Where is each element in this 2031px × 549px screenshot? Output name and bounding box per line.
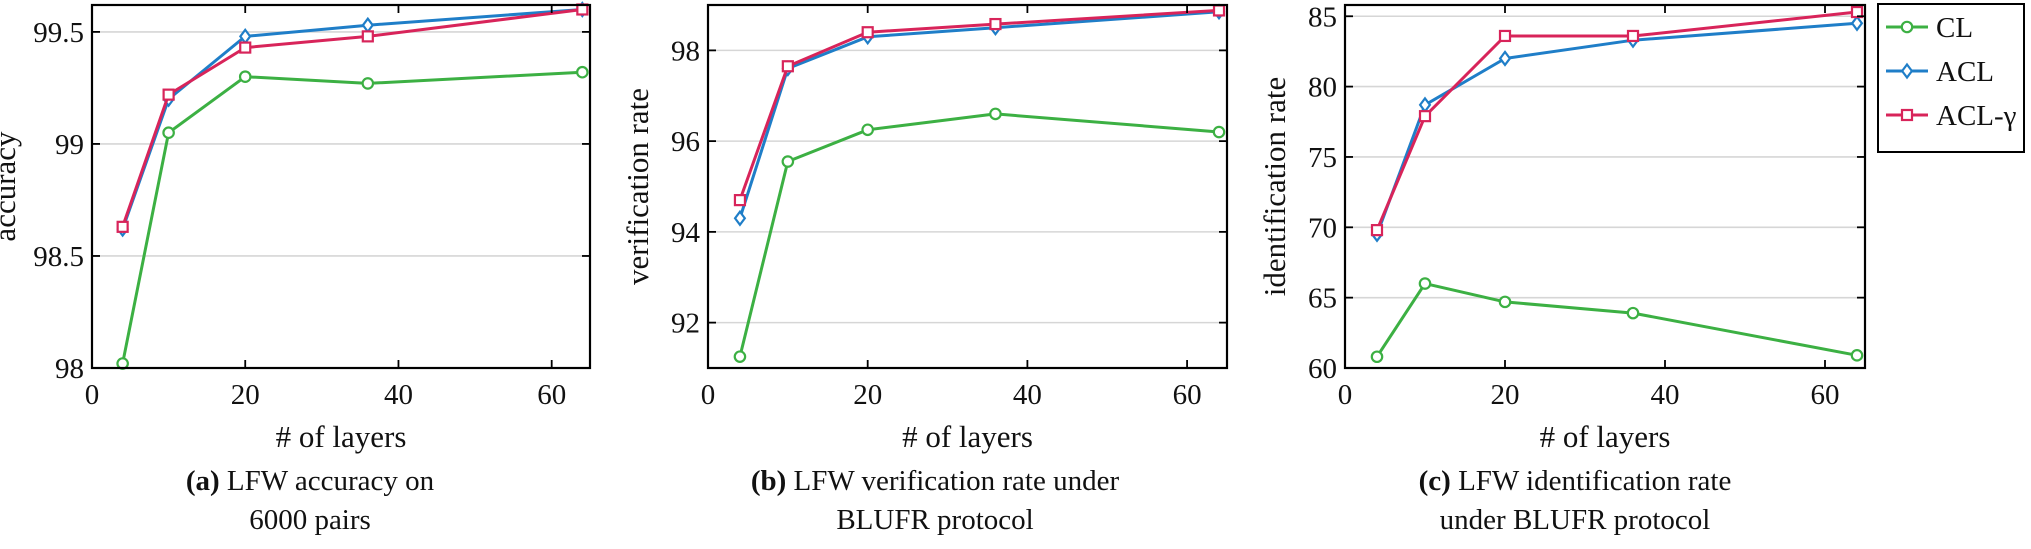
plot-frame [706, 3, 1229, 370]
y-tick-label: 92 [671, 308, 700, 340]
data-point-CL [576, 65, 589, 79]
data-point-CL [781, 155, 795, 168]
legend-marker [1900, 108, 1914, 122]
series-line-CL [1375, 282, 1858, 358]
legend-marker [1900, 20, 1914, 34]
data-point-ACL-γ [733, 194, 747, 207]
caption-c: (c) LFW identification rate under BLUFR … [1295, 462, 1855, 540]
y-tick-label: 80 [1308, 72, 1337, 104]
y-tick-label: 60 [1308, 353, 1337, 385]
caption-b: (b) LFW verification rate under BLUFR pr… [655, 462, 1215, 540]
data-point-CL [1370, 350, 1384, 364]
y-axis-label: verification rate [620, 88, 655, 285]
y-tick-label: 98 [671, 35, 700, 67]
series-line-CL [121, 70, 583, 364]
series-line-ACL-γ [121, 8, 583, 228]
data-point-CL [733, 350, 747, 363]
x-tick-label: 40 [1651, 379, 1680, 411]
y-tick-label: 99.5 [33, 17, 84, 49]
data-point-CL [361, 77, 375, 90]
x-tick-label: 60 [537, 379, 566, 411]
x-axis-label: # of layers [902, 419, 1033, 454]
y-tick-label: 98.5 [33, 241, 84, 273]
y-axis-label: accuracy [0, 131, 22, 242]
data-point-CL [1850, 349, 1864, 362]
chart-panel-c: 0 20 40 60 60 65 70 75 80 85 # of layers identifica… [1257, 1, 1867, 454]
series-line-CL [738, 112, 1220, 358]
data-point-ACL [361, 16, 375, 34]
data-point-ACL-γ [361, 30, 374, 43]
data-point-CL [1498, 295, 1512, 309]
legend-marker [1900, 62, 1914, 80]
x-tick-label: 0 [85, 379, 100, 411]
data-point-ACL-γ [239, 41, 252, 54]
caption-line: LFW identification rate [1458, 465, 1732, 497]
data-point-ACL-γ [989, 17, 1002, 31]
data-point-ACL-γ [1498, 29, 1512, 43]
series-line-ACL [121, 8, 583, 230]
data-point-ACL-γ [116, 220, 129, 233]
data-point-ACL [1418, 96, 1432, 114]
legend-label: CL [1936, 12, 1973, 44]
caption-line: LFW verification rate under [793, 465, 1120, 497]
x-tick-label: 40 [1013, 379, 1042, 411]
x-axis-label: # of layers [1540, 419, 1671, 454]
plot-frame [90, 3, 592, 370]
charts-layer: 0 20 40 60 98 98.5 99 99.5 # of layers accuracy 0 2… [0, 1, 1867, 454]
data-point-ACL-γ [861, 26, 874, 39]
data-point-CL [1212, 125, 1226, 139]
data-point-CL [238, 70, 252, 84]
x-tick-label: 20 [231, 379, 260, 411]
data-point-ACL-γ [781, 60, 794, 73]
x-tick-label: 40 [384, 379, 413, 411]
caption-line: BLUFR protocol [836, 504, 1034, 536]
chart-panel-a: 0 20 40 60 98 98.5 99 99.5 # of layers accuracy [0, 1, 592, 454]
data-point-CL [162, 126, 175, 140]
data-point-CL [1626, 306, 1640, 320]
data-point-ACL-γ [1370, 224, 1384, 237]
data-point-ACL-γ [1418, 110, 1432, 123]
series-line-ACL [1375, 21, 1858, 235]
data-point-ACL-γ [1212, 4, 1226, 17]
series-line-ACL-γ [738, 8, 1220, 201]
x-tick-label: 0 [701, 379, 716, 411]
y-tick-label: 96 [671, 126, 700, 158]
caption-tag: (c) [1418, 465, 1451, 497]
y-tick-label: 99 [55, 129, 84, 161]
legend-label: ACL [1936, 56, 1994, 88]
y-tick-label: 70 [1308, 212, 1337, 244]
y-tick-label: 85 [1308, 1, 1337, 33]
data-point-ACL [1498, 50, 1512, 67]
caption-line: under BLUFR protocol [1439, 504, 1711, 536]
y-tick-label: 65 [1308, 283, 1337, 315]
data-point-ACL [1850, 14, 1864, 32]
data-point-ACL-γ [1626, 29, 1640, 43]
caption-line: 6000 pairs [249, 504, 371, 536]
data-point-CL [1418, 277, 1432, 290]
legend: CL ACL ACL-γ [1877, 3, 2025, 153]
y-tick-label: 98 [55, 353, 84, 385]
legend-label: ACL-γ [1936, 100, 2017, 132]
caption-tag: (a) [185, 465, 220, 497]
caption-a: (a) LFW accuracy on 6000 pairs [40, 462, 580, 540]
plot-frame [1343, 3, 1867, 370]
x-tick-label: 20 [1491, 379, 1520, 411]
x-tick-label: 60 [1173, 379, 1202, 411]
data-point-ACL [733, 209, 747, 227]
x-tick-label: 60 [1811, 379, 1840, 411]
caption-tag: (b) [750, 465, 787, 497]
y-tick-label: 94 [671, 217, 701, 249]
chart-panel-b: 0 20 40 60 92 94 96 98 # of layers verification r… [620, 3, 1229, 454]
caption-line: LFW accuracy on [226, 465, 435, 497]
data-point-CL [861, 123, 874, 137]
data-point-ACL-γ [162, 88, 175, 101]
y-axis-label: identification rate [1257, 77, 1292, 296]
series-line-ACL-γ [1375, 10, 1858, 231]
x-axis-label: # of layers [276, 419, 407, 454]
y-tick-label: 75 [1308, 142, 1337, 174]
data-point-CL [989, 107, 1002, 121]
x-tick-label: 20 [853, 379, 882, 411]
x-tick-label: 0 [1338, 379, 1353, 411]
